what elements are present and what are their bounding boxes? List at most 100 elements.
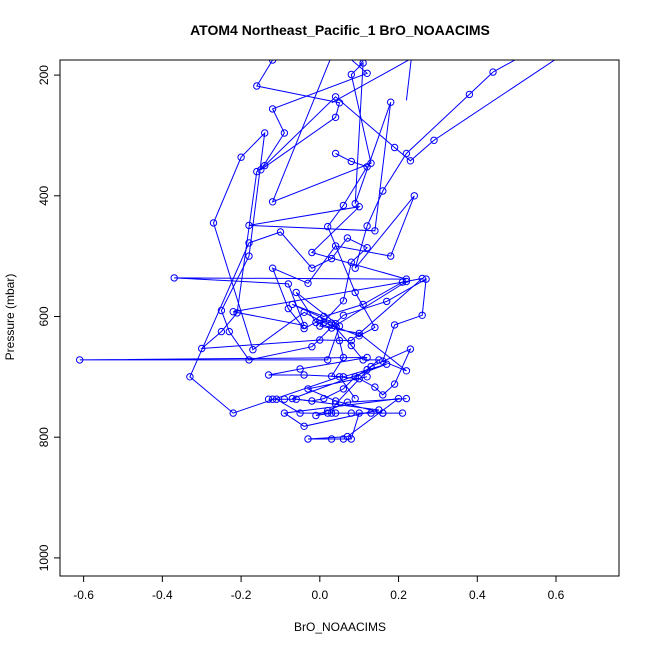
data-point	[390, 380, 399, 388]
data-point	[331, 397, 340, 405]
data-point	[331, 93, 340, 101]
data-point	[387, 98, 395, 106]
data-point	[379, 187, 387, 195]
offscale-segment-6	[405, 60, 412, 101]
data-point	[288, 394, 296, 403]
x-tick-label: -0.6	[73, 588, 94, 602]
data-point	[217, 306, 226, 315]
data-point	[489, 68, 497, 76]
data-point	[359, 300, 367, 309]
data-point	[363, 163, 371, 171]
x-axis: -0.6 -0.4 -0.2 0.0 0.2 0.4 0.6	[73, 575, 565, 602]
data-point	[351, 288, 359, 297]
data-point	[371, 383, 379, 391]
data-point	[335, 373, 344, 381]
data-point	[331, 409, 340, 417]
data-point	[327, 254, 336, 263]
data-point	[363, 353, 371, 362]
data-point	[363, 365, 371, 374]
series-line-3	[200, 96, 435, 416]
data-point	[383, 297, 391, 306]
data-point	[379, 357, 387, 365]
data-point	[308, 397, 316, 405]
offscale-segment-2	[331, 60, 410, 104]
data-point	[324, 406, 332, 415]
data-point	[355, 329, 363, 338]
data-point	[351, 394, 359, 403]
data-point	[324, 409, 332, 417]
data-point	[363, 244, 371, 252]
data-point	[268, 395, 277, 403]
data-point	[300, 321, 308, 330]
data-point	[280, 129, 289, 137]
data-point	[257, 166, 265, 174]
data-point	[261, 129, 269, 137]
data-point	[410, 192, 418, 200]
data-point	[347, 341, 355, 350]
data-point	[229, 308, 237, 316]
data-point	[355, 203, 363, 211]
data-point	[339, 385, 348, 393]
data-point	[394, 394, 403, 403]
data-point	[233, 309, 241, 317]
data-point	[371, 227, 379, 235]
data-point	[465, 90, 474, 99]
data-point	[335, 99, 344, 107]
data-point	[390, 321, 399, 329]
data-point	[339, 297, 348, 305]
y-axis-label: Pressure (mbar)	[3, 274, 17, 361]
data-point	[430, 136, 438, 145]
offscale-segment-5	[358, 60, 365, 67]
data-point	[363, 373, 371, 381]
data-point	[324, 356, 332, 364]
data-point	[308, 248, 316, 257]
data-point	[331, 320, 340, 328]
data-point	[339, 201, 348, 210]
data-point	[312, 411, 320, 420]
data-point	[249, 346, 257, 354]
x-tick-label: 0.6	[548, 588, 565, 602]
data-point	[296, 409, 304, 417]
data-point	[276, 228, 285, 236]
data-point	[316, 316, 324, 324]
data-point	[245, 221, 253, 230]
offscale-segment-4	[433, 60, 556, 141]
data-point	[347, 336, 355, 345]
data-point	[280, 409, 289, 417]
data-point	[379, 391, 387, 399]
data-point	[331, 400, 340, 408]
data-point	[268, 264, 277, 272]
data-point	[363, 222, 371, 230]
data-point	[170, 274, 178, 282]
data-point	[355, 332, 363, 340]
data-point	[343, 398, 352, 406]
x-tick-label: 0.0	[311, 588, 328, 602]
data-point	[272, 395, 281, 403]
data-point	[379, 409, 387, 417]
data-point	[264, 371, 273, 379]
data-point	[406, 345, 415, 353]
x-axis-label: BrO_NOAACIMS	[294, 620, 386, 634]
data-point	[304, 435, 312, 443]
data-point	[198, 344, 206, 353]
data-point	[402, 149, 411, 158]
data-point	[284, 304, 292, 313]
data-point	[375, 356, 383, 364]
y-tick-label: 1000	[37, 544, 51, 571]
data-point	[300, 324, 308, 333]
data-point	[280, 395, 289, 403]
data-point	[347, 70, 355, 79]
data-point	[359, 356, 367, 364]
data-point	[347, 435, 355, 443]
series-line-2	[189, 131, 427, 414]
data-point	[327, 372, 336, 380]
data-point	[418, 311, 426, 319]
data-point	[339, 435, 348, 443]
data-point	[363, 69, 371, 78]
data-point	[268, 60, 277, 64]
data-point	[406, 157, 415, 165]
data-point	[288, 300, 296, 309]
data-point	[316, 336, 324, 344]
data-point	[398, 409, 407, 417]
